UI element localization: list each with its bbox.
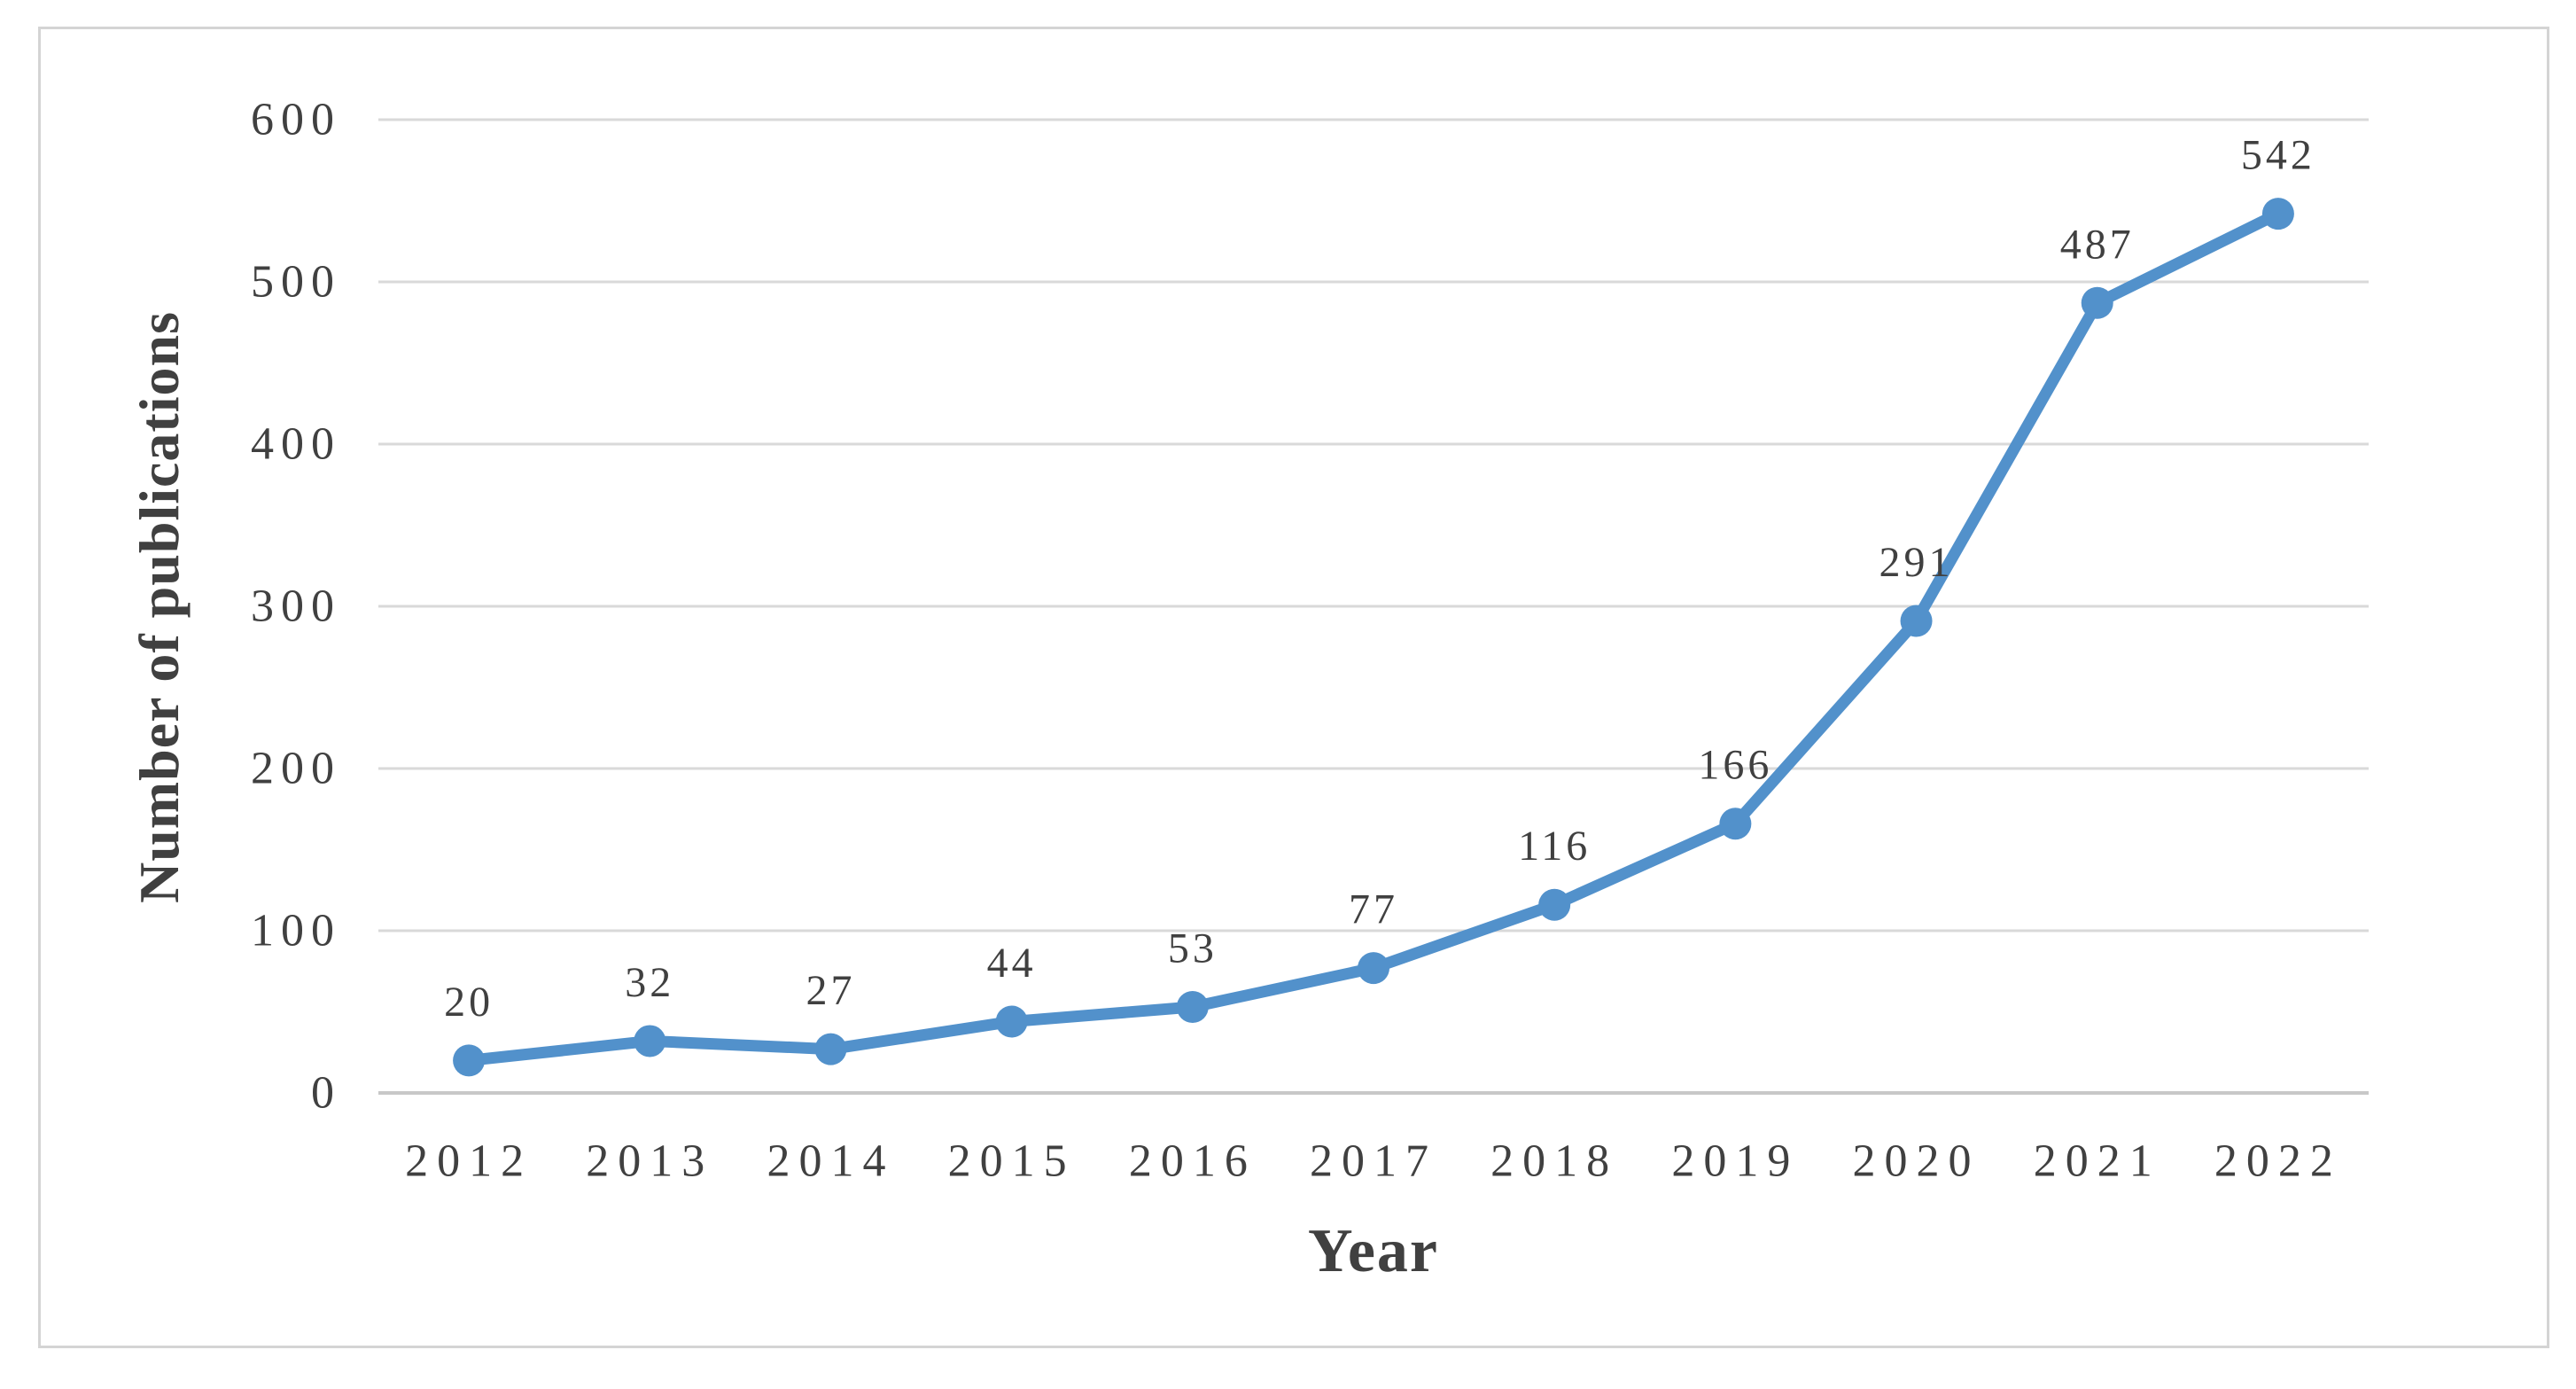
y-tick-label: 200 (251, 744, 341, 794)
data-point-marker (1358, 952, 1389, 985)
y-tick-label: 300 (251, 581, 341, 632)
x-tick-label: 2017 (1310, 1136, 1437, 1187)
data-point-label: 77 (1349, 886, 1398, 933)
x-axis-title: Year (1308, 1217, 1439, 1285)
data-point-label: 44 (987, 940, 1037, 987)
y-tick-label: 500 (251, 257, 341, 308)
data-point-marker (2261, 198, 2294, 230)
x-tick-label: 2022 (2214, 1136, 2342, 1187)
x-tick-label: 2014 (767, 1136, 894, 1187)
x-tick-label: 2016 (1129, 1136, 1257, 1187)
data-point-label: 166 (1698, 742, 1772, 789)
data-point-marker (634, 1025, 666, 1057)
x-tick-label: 2012 (405, 1136, 533, 1187)
data-point-marker (995, 1005, 1028, 1038)
x-tick-label: 2018 (1490, 1136, 1618, 1187)
data-point-label: 487 (2060, 221, 2135, 268)
data-point-marker (453, 1044, 486, 1077)
x-tick-label: 2019 (1671, 1136, 1799, 1187)
series-line (463, 207, 2284, 1066)
data-point-marker (1900, 605, 1933, 637)
data-point-marker (1538, 888, 1571, 921)
y-tick-label: 100 (251, 906, 341, 956)
data-point-label: 20 (444, 979, 494, 1026)
y-tick-label: 0 (311, 1068, 341, 1119)
data-point-label: 542 (2241, 132, 2315, 179)
data-point-marker (1176, 991, 1209, 1024)
data-point-label: 32 (625, 959, 674, 1006)
data-point-marker (814, 1033, 847, 1065)
data-point-marker (2081, 286, 2113, 319)
data-point-label: 116 (1518, 823, 1591, 870)
y-axis-title: Number of publications (128, 310, 191, 904)
x-tick-label: 2013 (586, 1136, 713, 1187)
chart-frame (38, 27, 2549, 1348)
data-point-label: 291 (1879, 539, 1954, 586)
x-tick-label: 2015 (948, 1136, 1076, 1187)
x-tick-label: 2020 (1853, 1136, 1981, 1187)
y-tick-label: 600 (251, 95, 341, 145)
data-point-label: 27 (805, 967, 855, 1014)
y-tick-label: 400 (251, 419, 341, 470)
x-tick-label: 2021 (2034, 1136, 2161, 1187)
data-point-label: 53 (1168, 925, 1218, 972)
data-point-marker (1719, 808, 1752, 840)
